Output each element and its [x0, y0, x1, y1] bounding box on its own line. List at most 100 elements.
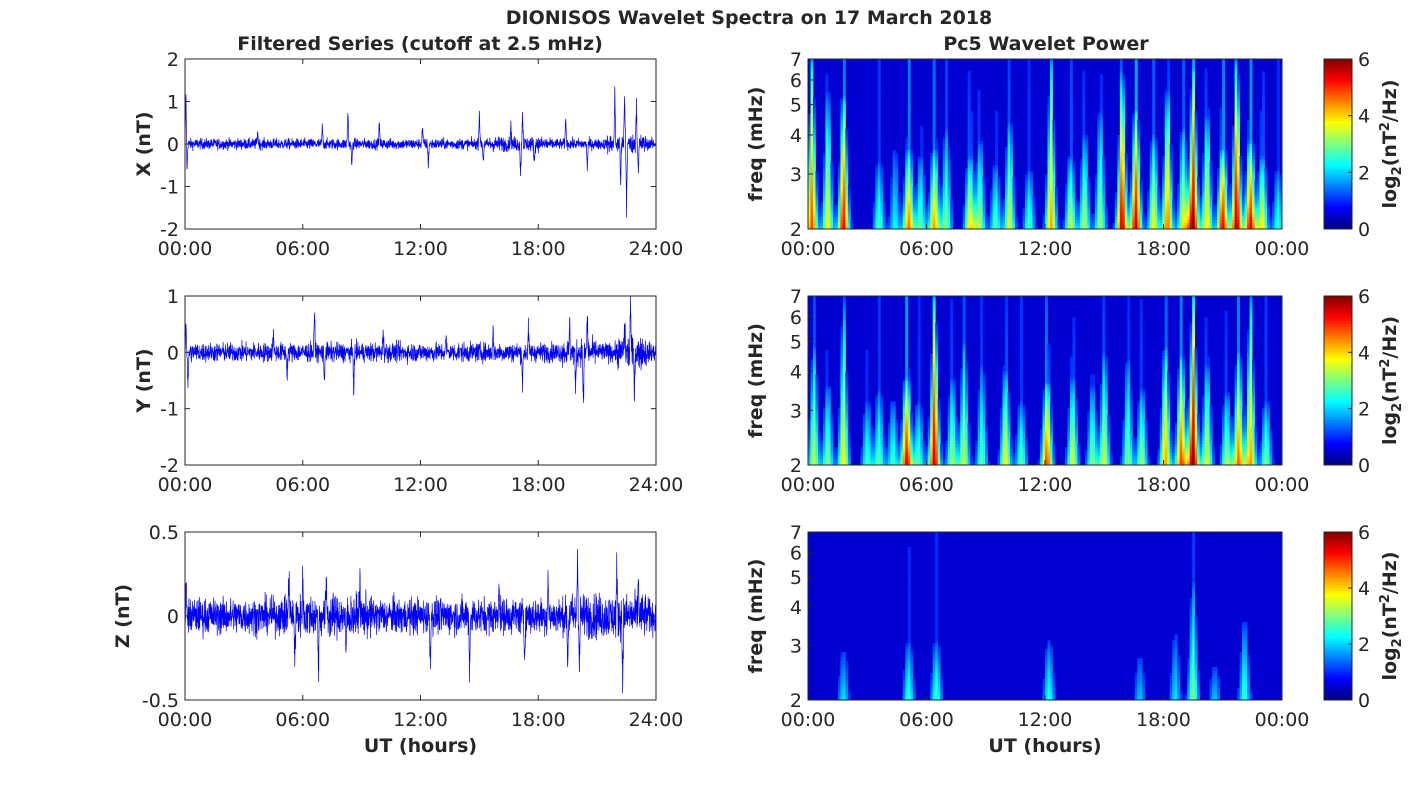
heatmap-cell	[945, 213, 949, 218]
colorbar-segment	[1324, 189, 1352, 193]
heatmap-cell	[1137, 189, 1141, 193]
heatmap-cell	[1249, 104, 1253, 108]
series-line	[185, 296, 656, 403]
heatmap-cell	[1167, 153, 1171, 157]
heatmap-cell	[1097, 140, 1101, 145]
heatmap-cell	[1194, 110, 1198, 115]
heatmap-cell	[1189, 150, 1193, 154]
heatmap-cell	[877, 134, 881, 139]
heatmap-cell	[812, 110, 816, 115]
heatmap-cell	[1032, 222, 1036, 227]
heatmap-cell	[837, 165, 841, 169]
heatmap-cell	[965, 225, 969, 230]
heatmap-cell	[1262, 83, 1265, 87]
heatmap-cell	[945, 153, 949, 157]
heatmap-cell	[1007, 80, 1011, 84]
heatmap-cell	[1237, 159, 1240, 163]
heatmap-cell	[1189, 186, 1193, 190]
heatmap-cell	[842, 338, 846, 342]
heatmap-cell	[1134, 128, 1138, 133]
heatmap-cell	[890, 192, 894, 197]
heatmap-cell	[1122, 198, 1126, 203]
heatmap-cell	[950, 213, 954, 218]
heatmap-cell	[977, 213, 981, 218]
heatmap-cell	[1182, 222, 1186, 227]
heatmap-cell	[1182, 62, 1186, 66]
heatmap-cell	[1222, 153, 1226, 157]
heatmap-cell	[932, 128, 936, 133]
heatmap-cell	[812, 210, 816, 215]
heatmap-cell	[945, 86, 949, 90]
heatmap-cell	[1119, 119, 1123, 124]
heatmap-cell	[1182, 116, 1186, 121]
heatmap-cell	[1027, 210, 1031, 215]
heatmap-cell	[1012, 195, 1016, 200]
heatmap-cell	[1162, 204, 1166, 209]
heatmap-cell	[822, 446, 826, 451]
heatmap-cell	[1192, 201, 1196, 206]
heatmap-cell	[995, 174, 998, 178]
heatmap-cell	[1134, 144, 1138, 148]
heatmap-cell	[975, 162, 979, 166]
heatmap-cell	[1197, 201, 1201, 206]
heatmap-cell	[1277, 159, 1280, 163]
heatmap-cell	[1122, 156, 1126, 160]
heatmap-cell	[992, 189, 996, 193]
heatmap-cell	[1134, 168, 1138, 172]
heatmap-cell	[1010, 165, 1013, 169]
heatmap-cell	[1277, 171, 1280, 175]
heatmap-cell	[1182, 162, 1186, 166]
heatmap-cell	[840, 195, 844, 200]
heatmap-cell	[972, 201, 976, 206]
heatmap-cell	[1229, 189, 1233, 193]
heatmap-cell	[945, 122, 949, 127]
heatmap-cell	[1169, 147, 1173, 151]
heatmap-cell	[827, 168, 831, 172]
heatmap-cell	[980, 150, 984, 154]
heatmap-cell	[1244, 201, 1248, 206]
heatmap-cell	[1192, 95, 1196, 99]
heatmap-cell	[1262, 168, 1265, 172]
heatmap-cell	[1189, 122, 1193, 127]
heatmap-cell	[1099, 216, 1103, 221]
heatmap-cell	[1049, 147, 1053, 151]
heatmap-cell	[820, 446, 824, 451]
heatmap-cell	[1032, 225, 1036, 230]
heatmap-cell	[812, 419, 816, 424]
heatmap-cell	[1232, 204, 1235, 209]
heatmap-cell	[975, 222, 979, 227]
heatmap-cell	[815, 207, 819, 212]
heatmap-cell	[1005, 216, 1008, 221]
heatmap-cell	[1132, 180, 1136, 184]
heatmap-cell	[1005, 177, 1008, 181]
heatmap-cell	[808, 195, 811, 200]
x-axis-label: UT (hours)	[364, 735, 477, 757]
heatmap-cell	[1119, 153, 1123, 157]
heatmap-cell	[1045, 183, 1048, 187]
heatmap-cell	[975, 195, 979, 200]
heatmap-cell	[832, 225, 836, 230]
heatmap-cell	[1045, 213, 1048, 218]
heatmap-cell	[825, 213, 829, 218]
heatmap-cell	[1149, 222, 1153, 227]
heatmap-cell	[1234, 119, 1238, 124]
heatmap-cell	[1164, 153, 1168, 157]
heatmap-cell	[1149, 225, 1153, 230]
heatmap-cell	[1247, 189, 1250, 193]
heatmap-cell	[990, 213, 994, 218]
heatmap-cell	[1117, 156, 1121, 160]
heatmap-cell	[1169, 180, 1173, 184]
heatmap-cell	[1184, 216, 1188, 221]
heatmap-cell	[1064, 195, 1068, 200]
heatmap-cell	[1099, 140, 1103, 145]
heatmap-cell	[1047, 189, 1051, 193]
heatmap-cell	[950, 207, 954, 212]
heatmap-cell	[845, 165, 849, 169]
heatmap-cell	[810, 125, 814, 130]
heatmap-cell	[1164, 113, 1168, 118]
heatmap-cell	[1134, 153, 1138, 157]
heatmap-cell	[1154, 198, 1158, 203]
heatmap-cell	[1005, 183, 1008, 187]
heatmap-cell	[1072, 165, 1076, 169]
heatmap-cell	[1189, 116, 1193, 121]
